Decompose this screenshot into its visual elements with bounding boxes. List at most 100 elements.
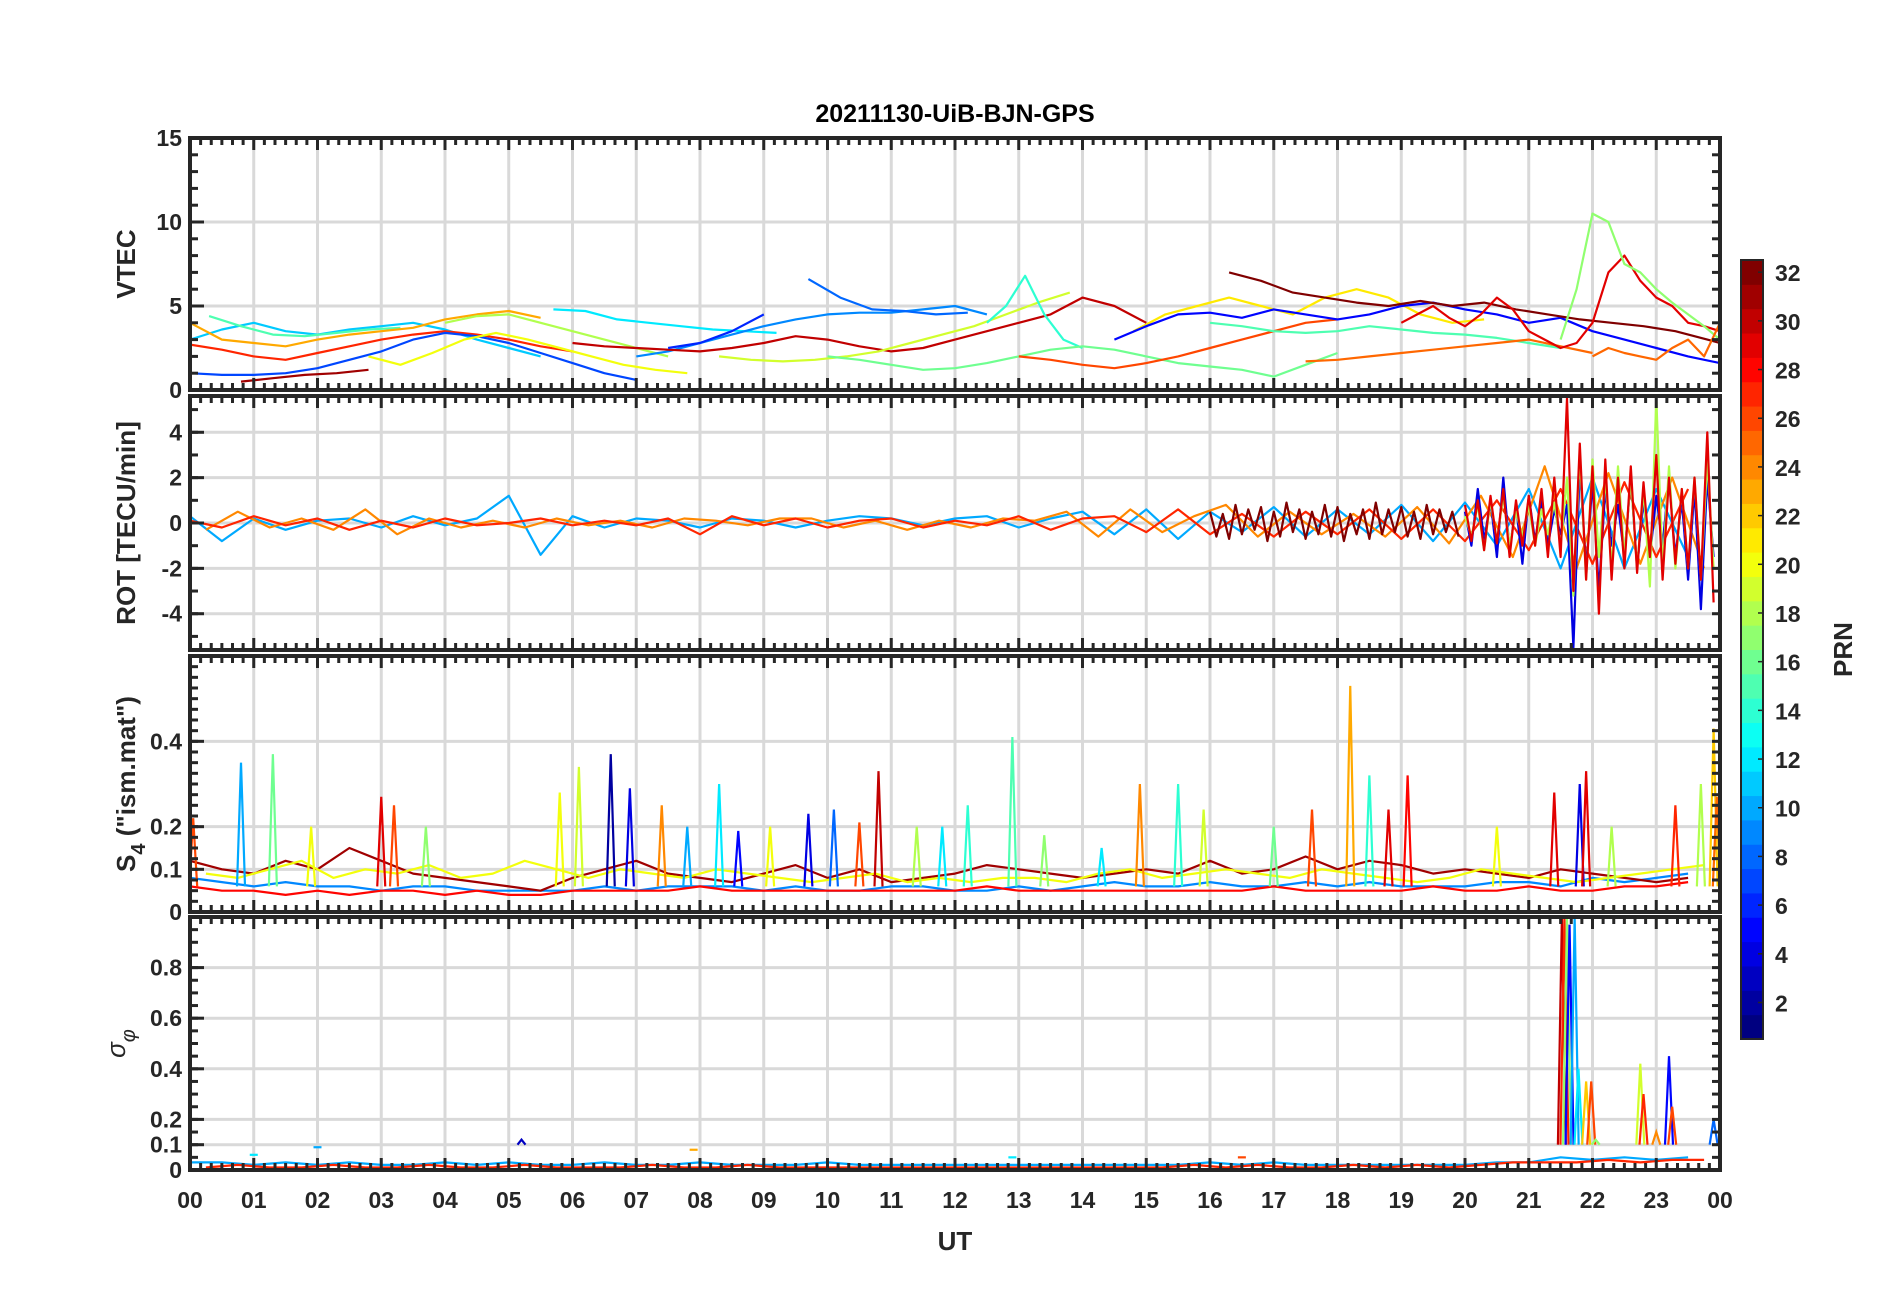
colorbar-swatch-16 bbox=[1741, 649, 1763, 675]
colorbar-swatch-18 bbox=[1741, 600, 1763, 626]
series-line-prn-25 bbox=[1305, 338, 1593, 363]
series-line-prn-30 bbox=[572, 296, 1147, 353]
y-tick-label: -2 bbox=[162, 555, 182, 581]
spike-prn-22 bbox=[1708, 728, 1719, 887]
x-tick-label: 04 bbox=[432, 1187, 458, 1213]
colorbar-swatch-30 bbox=[1741, 308, 1763, 334]
colorbar-tick-label: 16 bbox=[1775, 650, 1801, 676]
y-tick-label: 10 bbox=[156, 209, 182, 235]
series-line-prn-17 bbox=[1559, 212, 1720, 341]
y-tick-label: 0.6 bbox=[150, 1005, 182, 1031]
colorbar-swatch-28 bbox=[1741, 357, 1763, 383]
spike-prn-14 bbox=[962, 805, 973, 887]
y-label-subscript: 4 bbox=[128, 843, 150, 855]
spike-prn-16 bbox=[1268, 826, 1279, 887]
x-tick-label: 20 bbox=[1452, 1187, 1478, 1213]
y-label-rest: ("ism.mat") bbox=[111, 696, 141, 843]
spike-prn-23 bbox=[1345, 685, 1356, 887]
x-tick-label: 03 bbox=[368, 1187, 394, 1213]
series-line-prn-24 bbox=[205, 465, 1706, 570]
y-tick-label: 0.4 bbox=[150, 1056, 182, 1082]
spike-prn-14 bbox=[1173, 783, 1184, 887]
spike-prn-30 bbox=[873, 771, 884, 887]
series-line-prn-15 bbox=[1209, 321, 1561, 350]
spike-prn-14 bbox=[1364, 775, 1375, 887]
colorbar-tick-label: 32 bbox=[1775, 260, 1801, 286]
x-tick-label: 21 bbox=[1516, 1187, 1542, 1213]
x-tick-label: 15 bbox=[1133, 1187, 1159, 1213]
colorbar-tick-label: 10 bbox=[1775, 796, 1801, 822]
spike-prn-10 bbox=[1569, 917, 1580, 1145]
x-tick-label: 13 bbox=[1006, 1187, 1032, 1213]
colorbar-swatch-22 bbox=[1741, 503, 1763, 529]
spike-prn-27 bbox=[1638, 1094, 1649, 1145]
data-layer bbox=[190, 397, 1715, 649]
colorbar-swatch-2 bbox=[1741, 990, 1763, 1016]
colorbar-swatch-6 bbox=[1741, 892, 1763, 918]
spike-prn-29 bbox=[376, 796, 387, 887]
x-tick-label: 16 bbox=[1197, 1187, 1223, 1213]
x-tick-labels: 00 01 02 03 04 05 06 07 08 09 10 11 12 13 14 15 16 17 18 19… bbox=[177, 1187, 1733, 1213]
y-tick-label: 15 bbox=[156, 125, 182, 151]
colorbar-swatch-1 bbox=[1741, 1014, 1763, 1040]
x-tick-label: 22 bbox=[1580, 1187, 1606, 1213]
y-label-main: S bbox=[111, 855, 141, 872]
colorbar-swatch-14 bbox=[1741, 698, 1763, 724]
chart-title: 20211130-UiB-BJN-GPS bbox=[815, 100, 1094, 128]
spike-prn-4 bbox=[803, 813, 814, 887]
series-line-prn-29 bbox=[1463, 397, 1715, 615]
x-tick-label: 01 bbox=[241, 1187, 267, 1213]
x-tick-label: 14 bbox=[1070, 1187, 1096, 1213]
data-layer bbox=[190, 685, 1720, 897]
x-tick-label: 12 bbox=[942, 1187, 968, 1213]
spike-prn-28 bbox=[1402, 775, 1413, 887]
colorbar-swatch-32 bbox=[1741, 260, 1763, 285]
series-line-prn-7 bbox=[190, 331, 637, 381]
spike-prn-20 bbox=[1491, 826, 1502, 887]
spike-prn-10 bbox=[235, 762, 247, 887]
x-tick-label: 00 bbox=[177, 1187, 203, 1213]
panel-s4: 00.10.20.4S4 ("ism.mat") bbox=[111, 654, 1722, 925]
y-axis-label: VTEC bbox=[111, 229, 141, 299]
colorbar-swatch-21 bbox=[1741, 527, 1763, 553]
x-tick-label: 09 bbox=[751, 1187, 777, 1213]
panel-sigma-phi: 00.10.2 0.4 0.6 0.8 σφ bbox=[101, 915, 1722, 1183]
y-tick-label: 2 bbox=[169, 465, 182, 491]
y-label-subscript: φ bbox=[118, 1029, 140, 1042]
spike-prn-18 bbox=[1695, 783, 1706, 887]
spike-prn-19 bbox=[573, 766, 584, 887]
y-axis-label: ROT [TECU/min] bbox=[111, 421, 141, 625]
y-tick-label: 0.4 bbox=[150, 728, 182, 754]
colorbar-swatch-13 bbox=[1741, 722, 1763, 748]
data-layer bbox=[190, 212, 1720, 383]
colorbar-swatch-25 bbox=[1741, 430, 1763, 456]
series-line-prn-21 bbox=[1132, 288, 1485, 333]
spike-prn-10 bbox=[682, 826, 693, 887]
colorbar-tick-label: 14 bbox=[1775, 698, 1801, 724]
colorbar-tick-label: 6 bbox=[1775, 893, 1788, 919]
y-tick-label: 0.2 bbox=[150, 1106, 182, 1132]
series-line-prn-27 bbox=[190, 330, 573, 361]
x-tick-label: 10 bbox=[815, 1187, 841, 1213]
spike-prn-29 bbox=[1549, 792, 1560, 887]
x-tick-label: 19 bbox=[1388, 1187, 1414, 1213]
series-line-prn-18 bbox=[444, 313, 669, 358]
series-line-prn-8 bbox=[807, 278, 968, 316]
spike-prn-18 bbox=[911, 826, 922, 887]
y-label-main: σ bbox=[101, 1041, 131, 1058]
spike-prn-24 bbox=[656, 805, 667, 887]
colorbar-swatch-5 bbox=[1741, 917, 1763, 943]
x-tick-label: 00 bbox=[1707, 1187, 1733, 1213]
colorbar-swatch-19 bbox=[1741, 576, 1763, 602]
series-line-prn-23 bbox=[190, 309, 541, 348]
y-tick-label: -4 bbox=[162, 601, 183, 627]
colorbar-swatch-10 bbox=[1741, 795, 1763, 821]
colorbar-swatch-29 bbox=[1741, 333, 1763, 358]
spike-prn-15 bbox=[1007, 737, 1018, 887]
spike-prn-26 bbox=[1667, 1106, 1678, 1145]
spike-prn-8 bbox=[828, 809, 839, 887]
y-tick-label: 0 bbox=[169, 510, 182, 536]
x-tick-label: 18 bbox=[1325, 1187, 1351, 1213]
x-tick-label: 06 bbox=[560, 1187, 586, 1213]
